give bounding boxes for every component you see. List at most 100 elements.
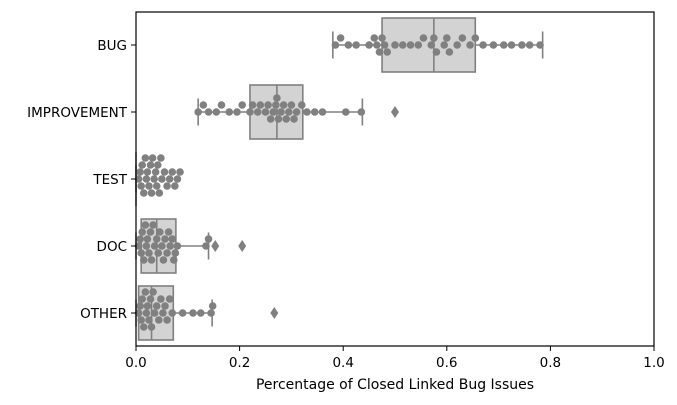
point-improvement-18 [274,115,283,123]
x-tick-label-5: 1.0 [643,355,664,371]
point-doc-15 [156,228,164,236]
point-bug-28 [499,41,508,49]
point-test-15 [153,161,162,169]
point-other-11 [149,288,157,296]
point-test-24 [173,175,182,183]
point-test-3 [138,161,147,169]
point-test-5 [141,154,150,162]
point-test-19 [160,168,169,176]
point-bug-12 [398,41,407,49]
point-other-12 [150,309,159,317]
point-other-9 [146,295,155,303]
point-improvement-21 [282,115,291,123]
outlier-improvement-0 [391,106,399,118]
point-improvement-26 [297,101,306,109]
point-other-5 [141,288,150,296]
point-improvement-25 [292,108,301,116]
point-improvement-12 [261,108,270,116]
x-tick-label-0: 0.0 [125,355,146,371]
point-test-13 [151,168,160,176]
point-bug-6 [373,41,381,49]
point-bug-11 [391,41,399,49]
point-bug-8 [378,34,386,42]
point-doc-20 [164,228,173,236]
point-doc-25 [173,242,182,250]
point-doc-0 [134,242,143,250]
point-improvement-30 [341,108,350,116]
point-other-20 [168,309,177,317]
point-test-23 [171,182,179,190]
point-bug-27 [489,41,498,49]
point-bug-17 [430,34,438,42]
point-bug-3 [352,41,360,49]
point-doc-24 [171,249,180,257]
point-other-17 [161,302,169,310]
point-improvement-16 [272,101,280,109]
point-improvement-8 [246,108,254,116]
point-improvement-29 [318,108,327,116]
point-bug-24 [466,41,474,49]
point-bug-5 [370,34,379,42]
point-doc-7 [143,235,152,243]
point-improvement-13 [264,101,272,109]
point-bug-14 [414,41,423,49]
point-other-2 [137,316,145,324]
point-test-25 [176,168,184,176]
point-test-4 [139,189,148,197]
point-bug-32 [536,41,544,49]
point-other-19 [165,295,174,303]
point-doc-27 [204,235,213,243]
point-bug-9 [380,41,389,49]
point-other-16 [159,309,167,317]
point-bug-15 [419,34,428,42]
point-doc-11 [149,221,157,229]
point-other-24 [207,309,215,317]
y-tick-label-other: OTHER [80,306,127,322]
point-doc-14 [154,249,163,257]
point-test-1 [136,168,144,176]
point-test-0 [134,175,143,183]
point-test-18 [158,175,166,183]
point-improvement-27 [303,108,311,116]
point-doc-23 [170,256,178,264]
point-doc-21 [166,242,174,250]
point-test-14 [152,182,161,190]
point-improvement-4 [217,101,226,109]
point-bug-7 [375,48,384,56]
x-tick-label-1: 0.2 [229,355,250,371]
point-improvement-15 [269,108,278,116]
point-improvement-7 [238,101,246,109]
outlier-doc-0 [211,240,220,252]
y-tick-label-bug: BUG [97,38,127,54]
point-test-21 [165,175,174,183]
plot-marks [134,17,544,341]
point-doc-4 [139,256,148,264]
point-improvement-5 [225,108,234,116]
x-tick-label-3: 0.6 [436,355,457,371]
point-other-6 [142,309,151,317]
point-other-10 [147,323,156,331]
point-improvement-11 [256,101,265,109]
point-other-21 [178,309,187,317]
point-other-15 [157,295,165,303]
point-test-11 [148,154,157,162]
point-bug-25 [471,34,480,42]
point-test-16 [155,189,164,197]
point-bug-31 [525,41,534,49]
y-tick-label-doc: DOC [97,239,127,255]
point-doc-3 [138,228,147,236]
y-tick-label-improvement: IMPROVEMENT [27,105,128,121]
x-axis-title: Percentage of Closed Linked Bug Issues [256,377,534,393]
point-bug-1 [336,34,345,42]
point-other-7 [143,302,152,310]
point-bug-26 [479,41,487,49]
x-tick-label-2: 0.4 [332,355,353,371]
outlier-doc-1 [238,240,247,252]
point-doc-1 [136,235,144,243]
point-bug-30 [518,41,526,49]
point-doc-5 [141,221,150,229]
point-test-20 [163,182,171,190]
point-improvement-22 [285,108,293,116]
point-doc-8 [145,249,153,257]
